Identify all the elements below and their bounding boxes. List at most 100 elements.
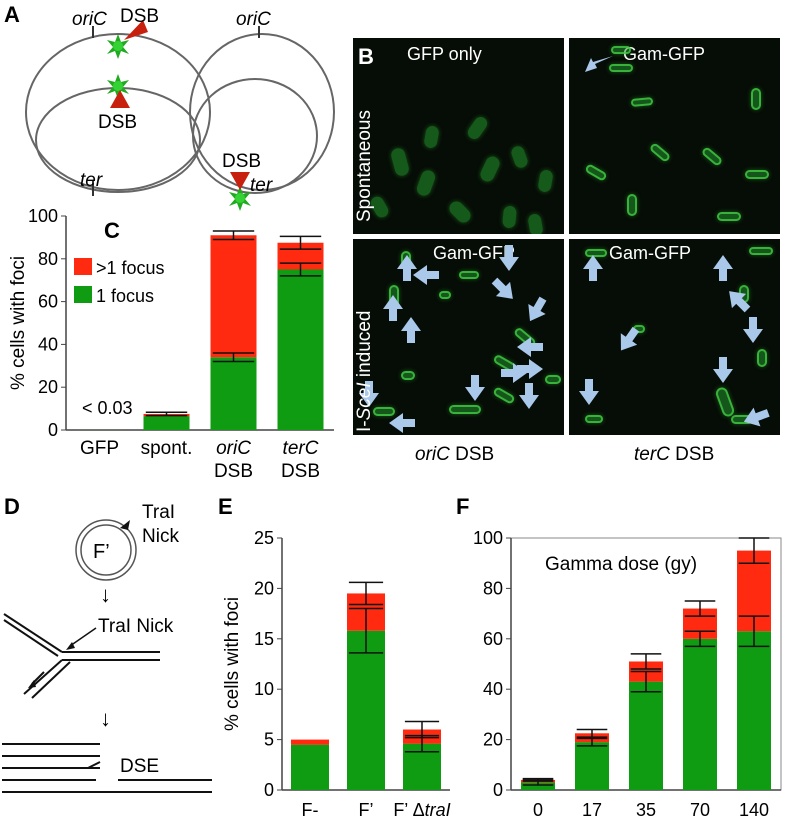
x-tick-label: F’ [359, 800, 374, 820]
micrograph-label: GFP only [407, 44, 482, 64]
trai-label: TraI [142, 502, 175, 523]
micrograph-label: Gam-GFP [609, 243, 692, 263]
dsb-label: DSB [120, 6, 159, 27]
trai-nick-label: TraI Nick [98, 616, 174, 637]
micrograph-gam-gfp-spontaneous: Gam-GFP [569, 38, 780, 234]
y-tick-label: 25 [254, 528, 274, 548]
f-plasmid-inner-circle [80, 524, 132, 576]
ter-label: ter [80, 170, 103, 191]
y-tick-label: 0 [264, 780, 274, 800]
panel-label-b: B [358, 44, 374, 69]
x-tick-label: 35 [636, 800, 656, 820]
dsb-arrowhead-icon [124, 20, 148, 40]
bar-segment [291, 744, 329, 790]
plasmid-label: F’ [93, 541, 110, 563]
bar-segment [347, 630, 385, 790]
y-axis-label: % cells with foci [8, 256, 29, 390]
panel-label-a: A [4, 2, 20, 27]
chromosome-outer-circle [189, 33, 335, 191]
y-tick-label: 40 [38, 334, 58, 354]
x-tick-label: 17 [582, 800, 602, 820]
bar-segment [210, 235, 257, 358]
x-tick-label: DSB [214, 461, 253, 482]
bar-segment [683, 638, 717, 790]
x-tick-label: oriC [216, 438, 251, 459]
y-tick-label: 0 [48, 420, 58, 440]
dse-label: DSE [120, 756, 159, 777]
panel-label-f: F [456, 494, 470, 519]
y-tick-label: 10 [254, 679, 274, 699]
panel-label-e: E [218, 494, 233, 519]
y-axis-label: % cells with foci [222, 597, 243, 731]
micrograph-terc-dsb: Gam-GFP [569, 239, 780, 435]
nick-marker-icon [120, 520, 130, 530]
arrowhead-icon [66, 642, 75, 650]
y-tick-label: 100 [473, 528, 503, 548]
down-arrow-icon: ↓ [100, 706, 111, 731]
legend-swatch-red [74, 258, 92, 275]
micrograph-gfp-only: GFP only [353, 38, 564, 234]
pointer-arrows-overlay [359, 245, 772, 433]
y-tick-label: 20 [38, 377, 58, 397]
y-tick-label: 60 [483, 629, 503, 649]
chart-panel-e: 0 5 10 15 20 25 F- F’ F’ ΔtraI % cells with foci [222, 528, 451, 820]
y-tick-label: 100 [28, 206, 58, 226]
bar-segment [277, 269, 324, 430]
panel-label-c: C [104, 218, 120, 243]
chart-title: Gamma dose (gy) [545, 554, 697, 575]
chromosome-inner-circle [192, 78, 318, 194]
x-tick-label: GFP [80, 438, 119, 459]
oric-label: oriC [72, 9, 107, 30]
row-label-scei-induced: I-SceI induced [354, 310, 375, 432]
y-tick-label: 60 [38, 292, 58, 312]
dsb-label: DSB [98, 112, 137, 133]
bar-segment [629, 681, 663, 790]
y-tick-label: 20 [254, 578, 274, 598]
x-tick-label: 140 [739, 800, 769, 820]
oric-label: oriC [236, 9, 271, 30]
dsb-label: DSB [222, 151, 261, 172]
column-label-terc-dsb: terC DSB [634, 444, 715, 465]
down-arrow-icon: ↓ [100, 582, 111, 607]
x-tick-label: terC [283, 438, 319, 459]
x-tick-label: F- [302, 800, 319, 820]
legend-swatch-green [74, 286, 92, 303]
row-label-spontaneous: Spontaneous [354, 110, 375, 222]
legend-label: >1 focus [96, 258, 165, 278]
micrograph-label: Gam-GFP [433, 243, 516, 263]
ter-label: ter [250, 175, 273, 196]
pointer-arrow-icon [585, 56, 613, 72]
y-tick-label: 40 [483, 679, 503, 699]
y-tick-label: 80 [38, 249, 58, 269]
y-tick-label: 20 [483, 730, 503, 750]
column-label-oric-dsb: oriC DSB [415, 444, 495, 465]
panel-a-diagram: oriC DSB DSB ter oriC DSB ter [25, 6, 335, 211]
x-tick-label: F’ ΔtraI [393, 800, 450, 820]
f-plasmid-outer-circle [75, 519, 137, 581]
x-tick-label-italic: traI [425, 800, 451, 820]
y-tick-label: 0 [493, 780, 503, 800]
annotation-label: < 0.03 [82, 398, 133, 418]
dsb-arrowhead-icon [110, 90, 130, 108]
micrograph-label: Gam-GFP [623, 44, 706, 64]
x-tick-label: spont. [141, 438, 193, 459]
chart-panel-f: 0 20 40 60 80 100 0 17 35 70 140 Gamma dose (gy) [473, 528, 782, 820]
bar-segment [291, 739, 329, 745]
x-tick-label: 70 [690, 800, 710, 820]
focus-burst-icon [107, 34, 129, 59]
bar-segment [737, 631, 771, 790]
y-tick-label: 80 [483, 578, 503, 598]
legend-label: 1 focus [96, 286, 154, 306]
y-tick-label: 15 [254, 629, 274, 649]
bar-segment [210, 357, 257, 430]
panel-label-d: D [4, 494, 20, 519]
panel-d-diagram: F’ TraI Nick ↓ TraI Nick ↓ DSE [2, 502, 212, 793]
x-tick-label: 0 [533, 800, 543, 820]
bar-segment [521, 782, 555, 790]
bar-segment [143, 416, 190, 430]
dsb-arrowhead-icon [230, 172, 250, 190]
bar-segment [575, 742, 609, 790]
nick-label: Nick [142, 526, 179, 547]
y-tick-label: 5 [264, 730, 274, 750]
